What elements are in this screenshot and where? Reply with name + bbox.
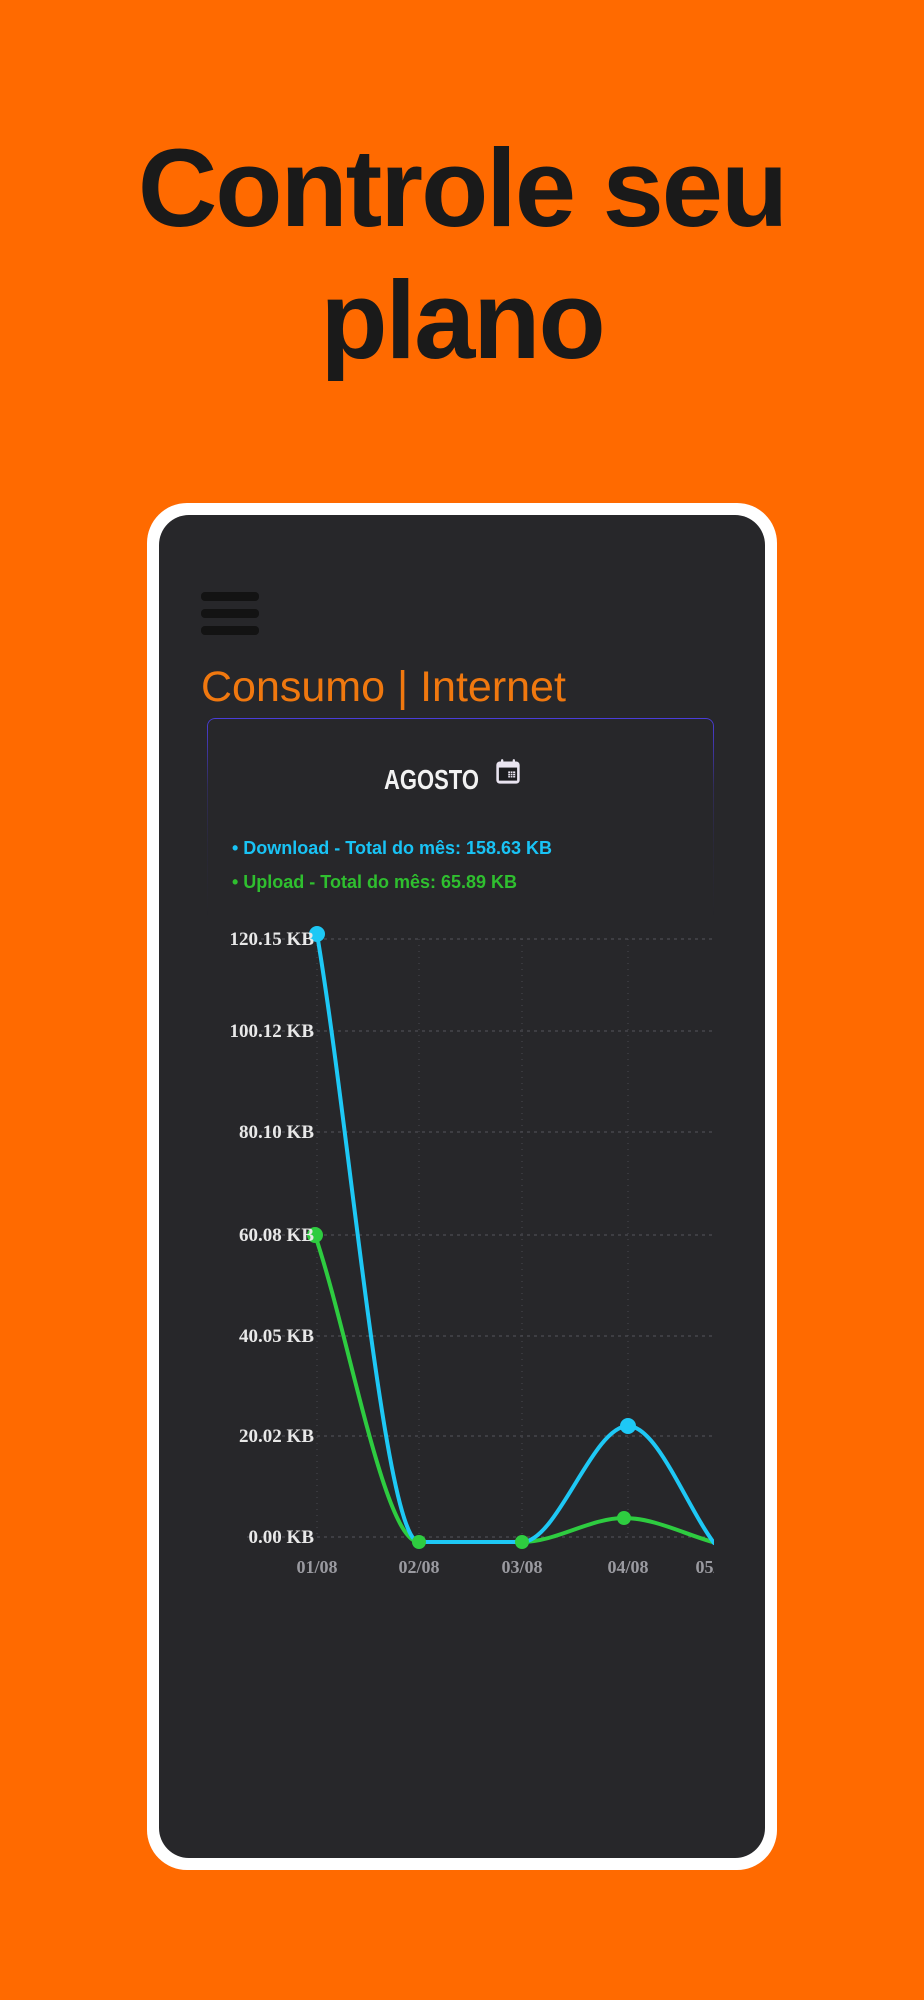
svg-text:05/08: 05/08 — [695, 1557, 714, 1577]
svg-text:60.08 KB: 60.08 KB — [239, 1225, 314, 1246]
svg-text:40.05 KB: 40.05 KB — [239, 1326, 314, 1347]
svg-text:01/08: 01/08 — [296, 1557, 337, 1577]
svg-text:120.15 KB: 120.15 KB — [230, 929, 315, 950]
svg-text:0.00 KB: 0.00 KB — [249, 1527, 315, 1548]
svg-text:04/08: 04/08 — [607, 1557, 648, 1577]
svg-text:20.02 KB: 20.02 KB — [239, 1426, 314, 1447]
svg-text:02/08: 02/08 — [398, 1557, 439, 1577]
svg-text:03/08: 03/08 — [501, 1557, 542, 1577]
svg-text:80.10 KB: 80.10 KB — [239, 1122, 314, 1143]
svg-text:100.12 KB: 100.12 KB — [230, 1021, 315, 1042]
